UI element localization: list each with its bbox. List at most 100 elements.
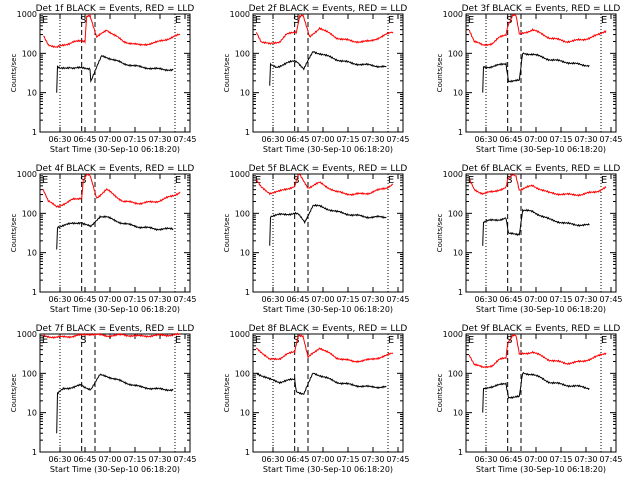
x-tick-label: 06:30 [261, 135, 284, 144]
panel-title: Det 7f BLACK = Events, RED = LLD [36, 324, 195, 334]
detector-panel-9: Det 9f BLACK = Events, RED = LLD 1 10 100 10… [436, 324, 623, 474]
x-tick-label: 07:30 [574, 295, 597, 304]
y-tick-label: 1 [458, 288, 463, 297]
marker-label: S [506, 175, 512, 186]
y-tick-label: 100 [22, 49, 37, 58]
y-tick-label: 1000 [17, 330, 37, 339]
y-tick-label: 10 [27, 89, 37, 98]
panel-title: Det 1f BLACK = Events, RED = LLD [36, 4, 195, 14]
x-tick-label: 07:30 [148, 295, 171, 304]
detector-panel-7: Det 7f BLACK = Events, RED = LLD 1 10 100 10… [10, 324, 197, 474]
y-tick-label: 1000 [443, 10, 463, 19]
y-axis-label: Counts/sec [10, 54, 18, 93]
x-tick-label: 07:15 [549, 295, 572, 304]
marker-label: E [468, 15, 474, 26]
x-tick-label: 07:30 [361, 135, 384, 144]
plot-frame [39, 13, 191, 133]
plot-frame [252, 13, 404, 133]
y-tick-label: 1 [245, 128, 250, 137]
x-axis-label: Start Time (30-Sep-10 06:18:20) [263, 305, 393, 314]
lld-series-line [42, 332, 181, 339]
y-tick-label: 1 [245, 448, 250, 457]
lld-series-line [255, 173, 393, 197]
x-tick-label: 07:15 [336, 455, 359, 464]
x-tick-label: 06:45 [286, 295, 309, 304]
x-tick-label: 07:45 [386, 295, 409, 304]
x-tick-label: 06:30 [48, 135, 71, 144]
y-tick-label: 1000 [230, 330, 250, 339]
x-tick-label: 07:00 [311, 135, 334, 144]
marker-label: S [80, 15, 86, 26]
x-tick-label: 06:45 [499, 295, 522, 304]
y-tick-label: 1000 [230, 170, 250, 179]
marker-label: S [506, 15, 512, 26]
marker-label: E [175, 335, 181, 346]
x-tick-label: 06:45 [73, 295, 96, 304]
y-tick-label: 10 [240, 89, 250, 98]
y-tick-label: 100 [22, 209, 37, 218]
x-tick-label: 07:00 [311, 455, 334, 464]
x-axis-label: Start Time (30-Sep-10 06:18:20) [476, 305, 606, 314]
panel-title: Det 9f BLACK = Events, RED = LLD [462, 324, 621, 334]
detector-panel-8: Det 8f BLACK = Events, RED = LLD 1 10 100 10… [223, 324, 410, 474]
plot-frame [465, 13, 617, 133]
x-axis-label: Start Time (30-Sep-10 06:18:20) [263, 465, 393, 474]
x-tick-label: 07:45 [599, 135, 622, 144]
marker-label: E [175, 15, 181, 26]
x-tick-label: 07:00 [524, 295, 547, 304]
y-axis-label: Counts/sec [436, 54, 444, 93]
events-series-line [482, 52, 590, 93]
detector-panel-6: Det 6f BLACK = Events, RED = LLD 1 10 100 10… [436, 164, 623, 314]
x-tick-label: 07:00 [98, 295, 121, 304]
y-axis-label: Counts/sec [10, 214, 18, 253]
x-tick-label: 07:15 [123, 455, 146, 464]
lld-series-line [42, 173, 181, 209]
x-tick-label: 06:30 [474, 295, 497, 304]
x-tick-label: 06:30 [48, 455, 71, 464]
marker-label: E [255, 15, 261, 26]
lld-series-line [469, 173, 607, 197]
x-tick-label: 07:45 [173, 135, 196, 144]
x-axis-label: Start Time (30-Sep-10 06:18:20) [50, 465, 180, 474]
y-tick-label: 100 [448, 49, 463, 58]
y-tick-label: 1000 [443, 330, 463, 339]
marker-label: S [80, 335, 86, 346]
y-tick-label: 100 [22, 369, 37, 378]
x-tick-label: 07:30 [574, 135, 597, 144]
events-series-line [269, 50, 387, 86]
x-tick-label: 07:45 [173, 455, 196, 464]
y-tick-label: 1 [32, 448, 37, 457]
y-tick-label: 100 [235, 49, 250, 58]
marker-label: E [601, 335, 607, 346]
x-tick-label: 06:30 [261, 455, 284, 464]
events-series-line [56, 54, 174, 93]
lld-series-line [468, 13, 607, 47]
x-tick-label: 07:00 [524, 135, 547, 144]
plot-frame [465, 333, 617, 453]
x-tick-label: 07:30 [574, 455, 597, 464]
detector-panel-4: Det 4f BLACK = Events, RED = LLD 1 10 100 10… [10, 164, 197, 314]
panel-title: Det 3f BLACK = Events, RED = LLD [462, 4, 621, 14]
events-series-line [56, 214, 174, 250]
lld-series-line [256, 334, 394, 364]
x-tick-label: 06:45 [499, 455, 522, 464]
x-tick-label: 07:30 [361, 295, 384, 304]
lld-series-line [43, 13, 181, 49]
marker-label: E [255, 335, 261, 346]
y-tick-label: 100 [448, 209, 463, 218]
x-tick-label: 07:00 [98, 455, 121, 464]
y-tick-label: 1 [245, 288, 250, 297]
marker-label: S [293, 335, 299, 346]
x-tick-label: 07:30 [148, 135, 171, 144]
events-series-line [56, 373, 174, 434]
x-tick-label: 07:45 [386, 455, 409, 464]
y-tick-label: 10 [27, 409, 37, 418]
marker-label: E [388, 15, 394, 26]
x-tick-label: 07:45 [173, 295, 196, 304]
y-tick-label: 100 [448, 369, 463, 378]
x-tick-label: 07:15 [336, 295, 359, 304]
marker-label: E [42, 175, 48, 186]
detector-panel-3: Det 3f BLACK = Events, RED = LLD 1 10 100 10… [436, 4, 623, 154]
detector-panel-5: Det 5f BLACK = Events, RED = LLD 1 10 100 10… [223, 164, 410, 314]
x-tick-label: 06:45 [499, 135, 522, 144]
